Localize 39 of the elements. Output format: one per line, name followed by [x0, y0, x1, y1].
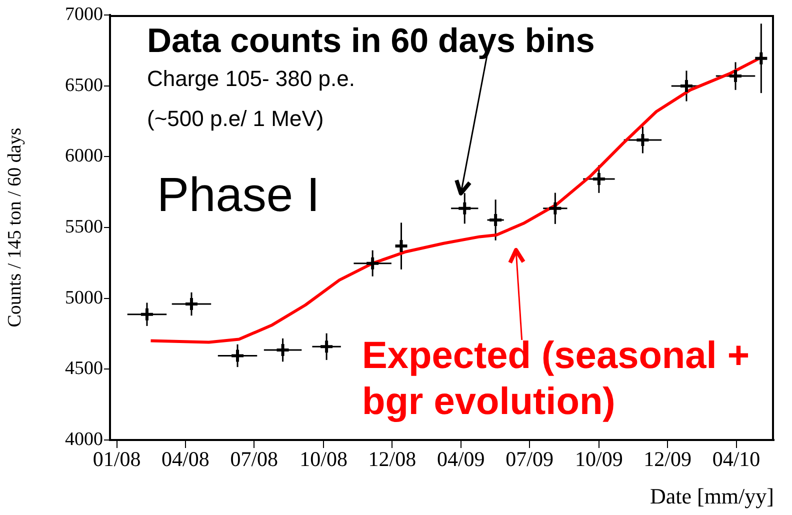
- point: [365, 256, 380, 271]
- x-tick-label: 10/09: [575, 447, 623, 472]
- point: [754, 50, 769, 66]
- annotation: Phase I: [157, 169, 320, 222]
- point: [184, 296, 199, 312]
- point: [275, 342, 290, 358]
- y-tick-label: 4500: [65, 358, 103, 380]
- y-tick-label: 7000: [65, 4, 103, 25]
- point: [394, 238, 409, 254]
- y-tick-label: 5000: [65, 287, 103, 308]
- annotation: (~500 p.e/ 1 MeV): [147, 106, 324, 131]
- annotation: Expected (seasonal + bgr evolution): [362, 334, 751, 425]
- x-tick-label: 01/08: [92, 447, 141, 472]
- point: [635, 132, 650, 148]
- point: [678, 78, 694, 94]
- point: [591, 172, 606, 187]
- point: [319, 339, 334, 354]
- x-tick-label: 04/08: [162, 447, 210, 472]
- point: [230, 348, 246, 364]
- point: [548, 200, 563, 216]
- x-tick-label: 12/08: [368, 447, 416, 472]
- point: [488, 212, 504, 228]
- x-tick-label: 12/09: [644, 447, 692, 472]
- y-tick-label: 6000: [65, 146, 103, 167]
- x-tick-label: 04/09: [436, 447, 485, 472]
- x-tick-label: 10/08: [300, 447, 348, 472]
- y-tick-label: 5500: [65, 216, 103, 238]
- x-axis-title: Date [mm/yy]: [650, 484, 774, 509]
- annotation: Data counts in 60 days bins: [147, 22, 595, 60]
- annotation: Charge 105- 380 p.e.: [147, 66, 355, 91]
- y-tick-label: 4000: [65, 428, 103, 450]
- point: [457, 200, 472, 216]
- y-tick-label: 6500: [65, 74, 103, 96]
- x-tick-label: 07/09: [506, 447, 554, 472]
- point: [139, 306, 154, 322]
- x-tick-label: 04/10: [712, 447, 760, 472]
- y-axis-title: Counts / 145 ton / 60 days: [4, 128, 26, 328]
- point: [728, 68, 744, 84]
- x-tick-label: 07/08: [230, 447, 278, 472]
